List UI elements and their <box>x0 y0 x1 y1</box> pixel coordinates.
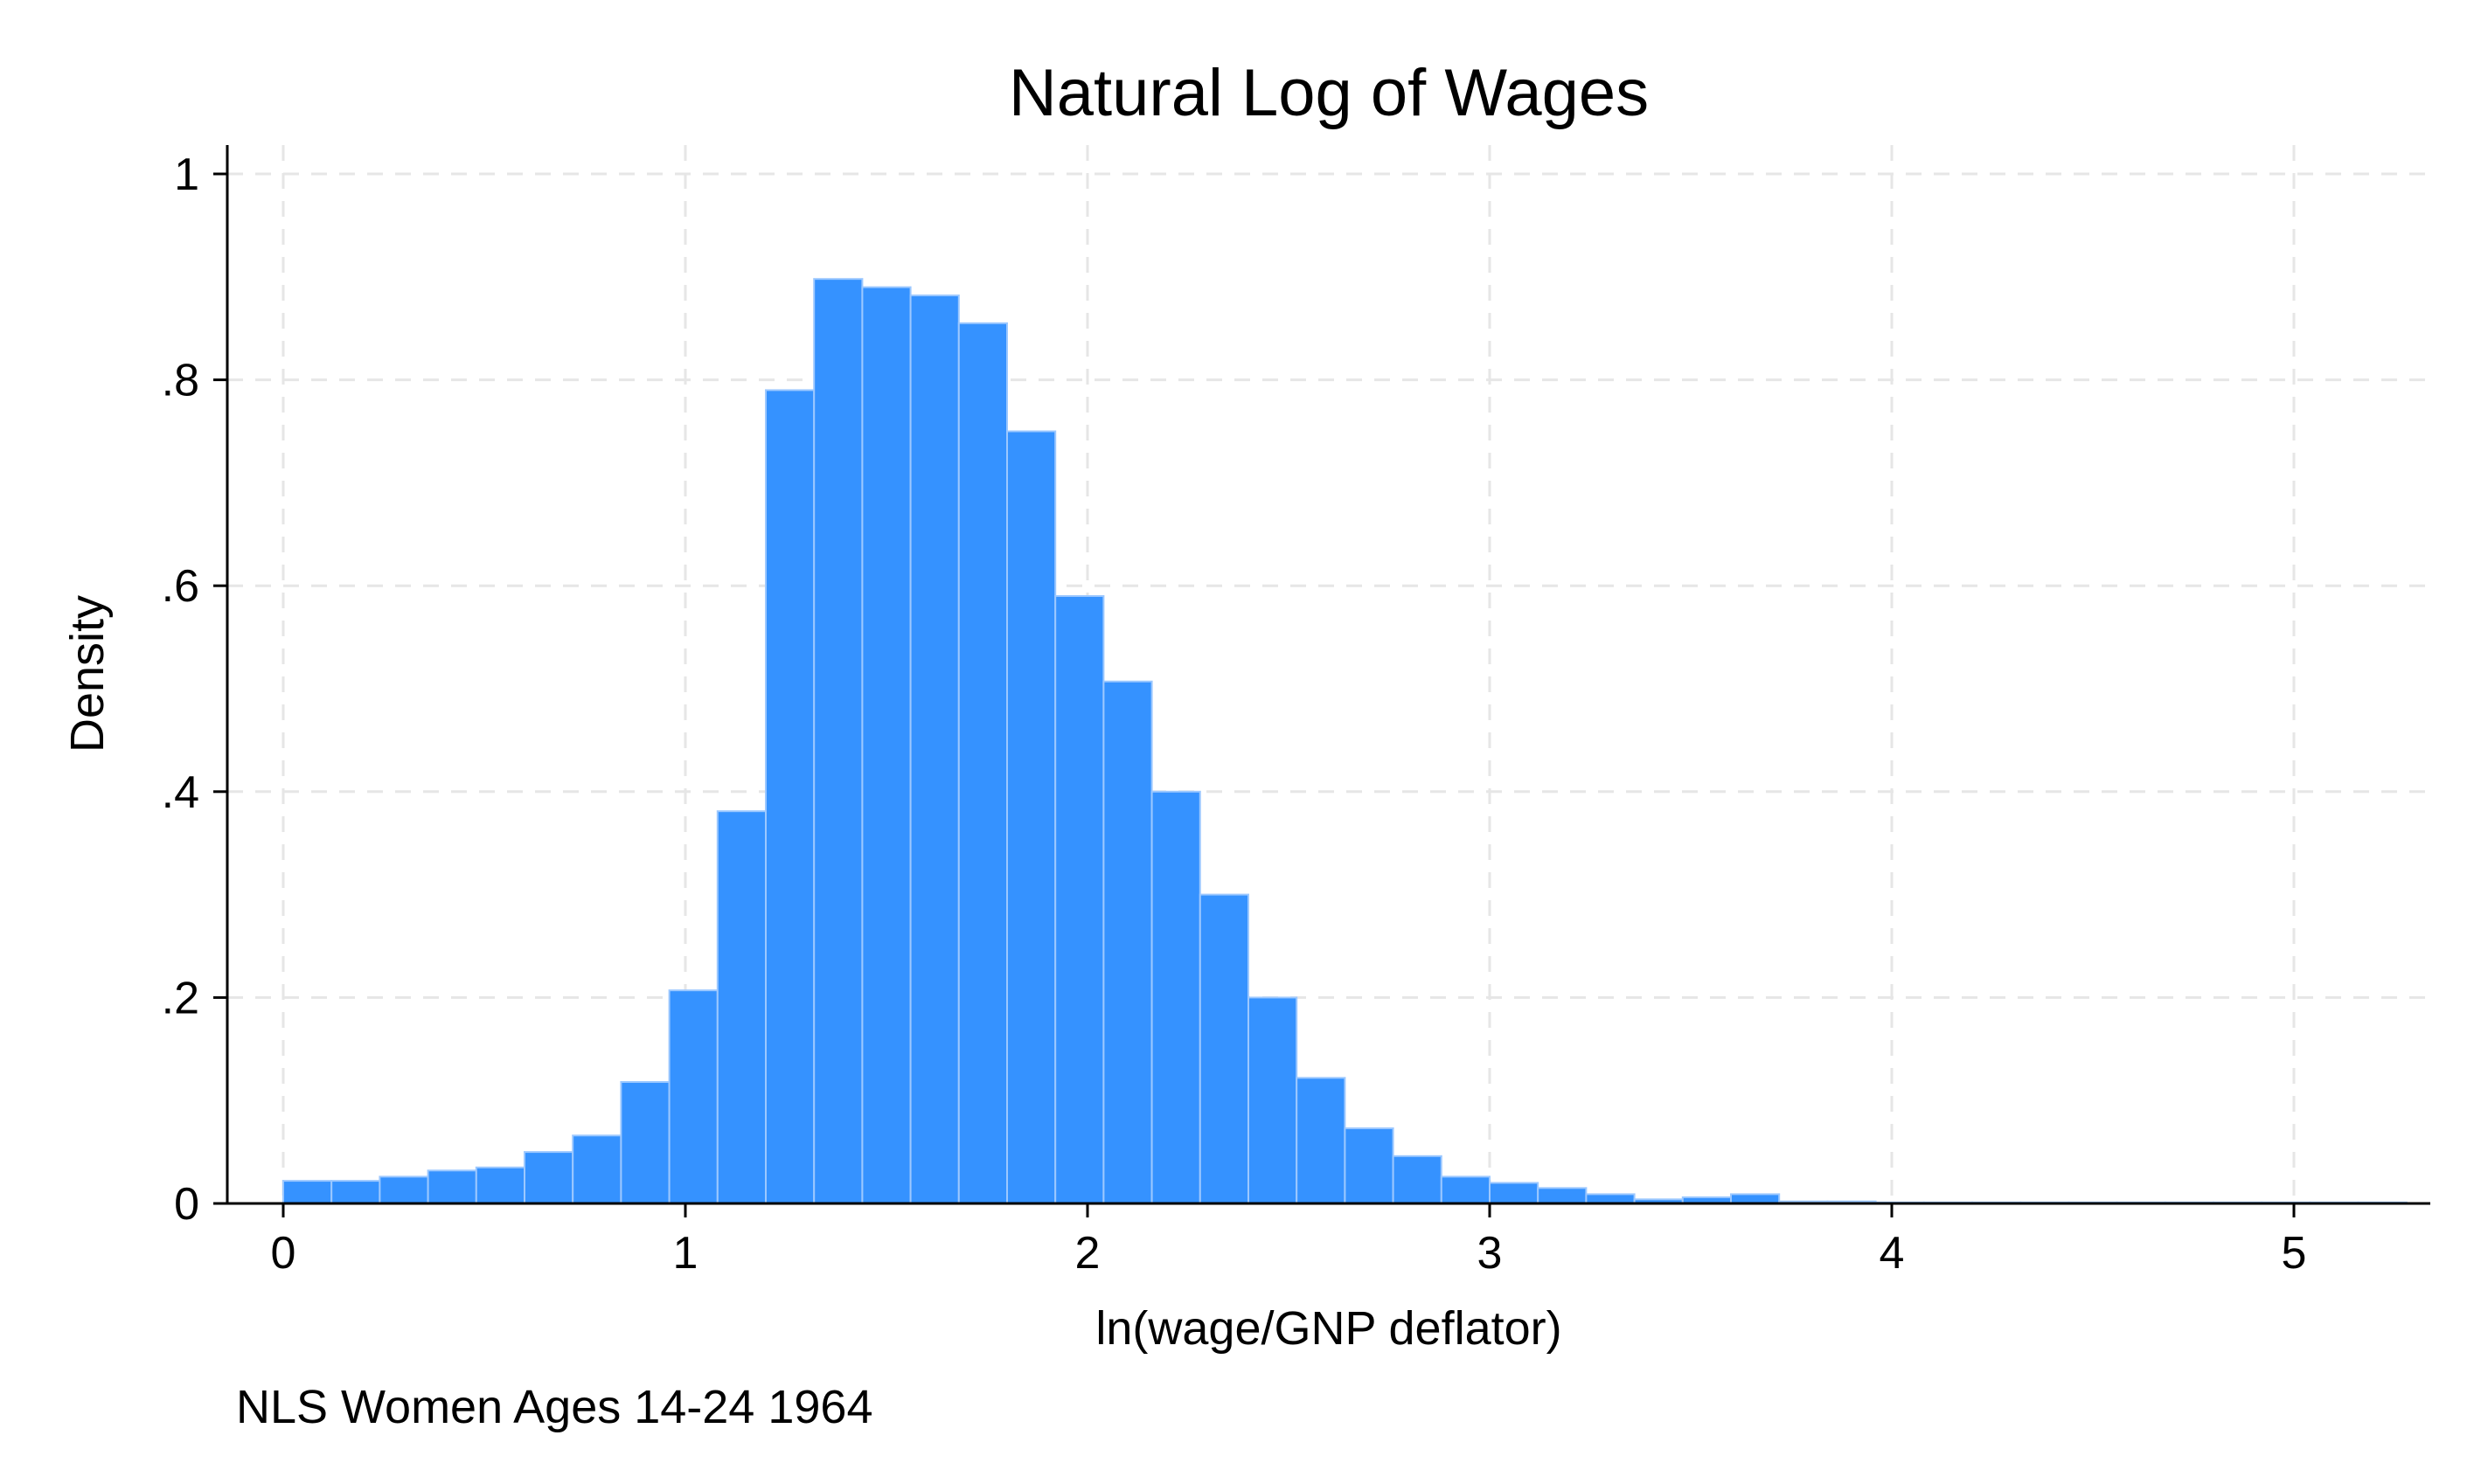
histogram-bar <box>1006 430 1057 1204</box>
y-axis-title: Density <box>61 595 114 752</box>
x-tick: 2 <box>1075 1203 1101 1279</box>
histogram-bar <box>282 1180 333 1204</box>
y-ticks: 0 .2 .4 .6 .8 1 <box>162 149 227 1230</box>
histogram-bar <box>1247 996 1298 1205</box>
y-tick-label: .6 <box>162 561 199 612</box>
y-tick-label: 0 <box>174 1179 199 1230</box>
x-tick: 1 <box>673 1203 698 1279</box>
histogram-bar <box>1296 1077 1346 1205</box>
x-tick-label: 3 <box>1477 1228 1503 1279</box>
chart-note: NLS Women Ages 14-24 1964 <box>236 1381 872 1433</box>
x-tick: 3 <box>1477 1203 1503 1279</box>
histogram-bar <box>427 1169 477 1204</box>
x-tick: 5 <box>2282 1203 2307 1279</box>
histogram-bar <box>524 1151 574 1204</box>
histogram-bar <box>1150 790 1201 1204</box>
histogram-bar <box>668 989 719 1205</box>
x-tick-label: 0 <box>271 1228 296 1279</box>
histogram-bar <box>1054 594 1105 1204</box>
y-tick: .8 <box>162 356 227 406</box>
x-ticks: 0 1 2 3 4 5 <box>271 1203 2307 1279</box>
histogram-bar <box>1102 680 1153 1204</box>
histogram-bar <box>1730 1193 1781 1204</box>
y-tick-label: .2 <box>162 973 199 1023</box>
x-tick: 4 <box>1880 1203 1905 1279</box>
histogram-bar <box>1440 1175 1491 1204</box>
bars <box>282 278 2408 1205</box>
x-tick-label: 2 <box>1075 1228 1101 1279</box>
y-tick: 1 <box>174 149 227 200</box>
y-tick-label: 1 <box>174 149 199 200</box>
y-tick-label: .4 <box>162 767 199 818</box>
histogram-bar <box>1489 1182 1539 1204</box>
y-tick: .2 <box>162 973 227 1023</box>
y-tick: 0 <box>174 1179 227 1230</box>
histogram-bar <box>1199 893 1250 1204</box>
histogram-bar <box>716 810 767 1204</box>
histogram-bar <box>1344 1127 1394 1204</box>
histogram-bar <box>330 1180 381 1204</box>
histogram-bar <box>1585 1193 1636 1204</box>
chart-title: Natural Log of Wages <box>1009 56 1649 130</box>
gridlines <box>227 145 2430 1203</box>
x-axis-title: ln(wage/GNP deflator) <box>1095 1302 1561 1355</box>
y-tick-label: .8 <box>162 356 199 406</box>
histogram-bar <box>861 286 912 1205</box>
x-tick-label: 4 <box>1880 1228 1905 1279</box>
histogram-bar <box>620 1080 671 1204</box>
x-tick-label: 5 <box>2282 1228 2307 1279</box>
histogram-bar <box>765 389 816 1204</box>
histogram-bar <box>909 295 960 1204</box>
histogram-bar <box>572 1134 622 1204</box>
axes <box>226 145 2430 1205</box>
histogram-bar <box>475 1166 525 1205</box>
y-tick: .4 <box>162 767 227 818</box>
histogram-bar <box>1537 1187 1588 1204</box>
histogram-bar <box>1392 1155 1442 1205</box>
histogram-bar <box>379 1175 429 1204</box>
histogram-bar <box>957 322 1009 1204</box>
y-tick: .6 <box>162 561 227 612</box>
x-tick: 0 <box>271 1203 296 1279</box>
histogram-bar <box>813 278 864 1204</box>
x-tick-label: 1 <box>673 1228 698 1279</box>
